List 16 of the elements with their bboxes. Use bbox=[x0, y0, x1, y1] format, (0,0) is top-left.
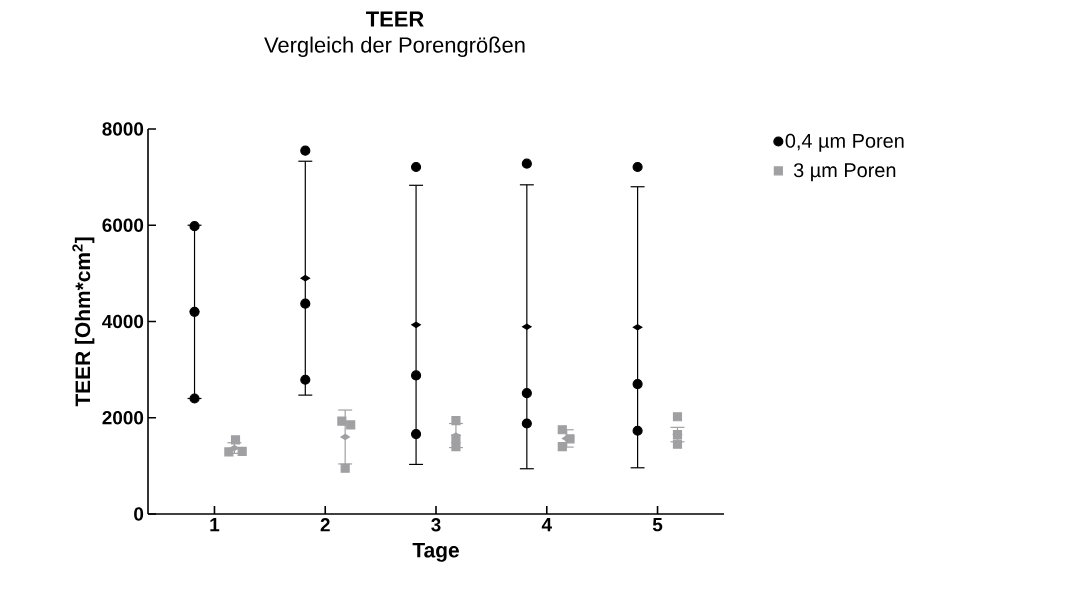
y-axis-title: TEER [Ohm*cm$^{2}$] bbox=[72, 237, 95, 407]
y-tick-label: 2000 bbox=[102, 411, 144, 425]
y-tick-label: 8000 bbox=[102, 122, 144, 136]
x-tick-label: 3 bbox=[431, 518, 441, 532]
x-tick-label: 5 bbox=[652, 518, 663, 532]
x-tick-label: 1 bbox=[210, 518, 220, 532]
x-tick-label: 2 bbox=[320, 518, 330, 532]
chart-subtitle: Vergleich der Porengrößen bbox=[264, 36, 525, 58]
y-tick-label: 4000 bbox=[102, 314, 144, 329]
legend-label: 3 µm Poren bbox=[793, 163, 896, 182]
chart-title: TEER bbox=[366, 11, 424, 27]
legend-label: 0,4 µm Poren bbox=[785, 133, 904, 152]
x-tick-label: 4 bbox=[541, 518, 552, 532]
y-tick-label: 6000 bbox=[102, 218, 144, 232]
x-axis-title: Tage bbox=[412, 542, 459, 562]
y-tick-label: 0 bbox=[134, 507, 144, 521]
